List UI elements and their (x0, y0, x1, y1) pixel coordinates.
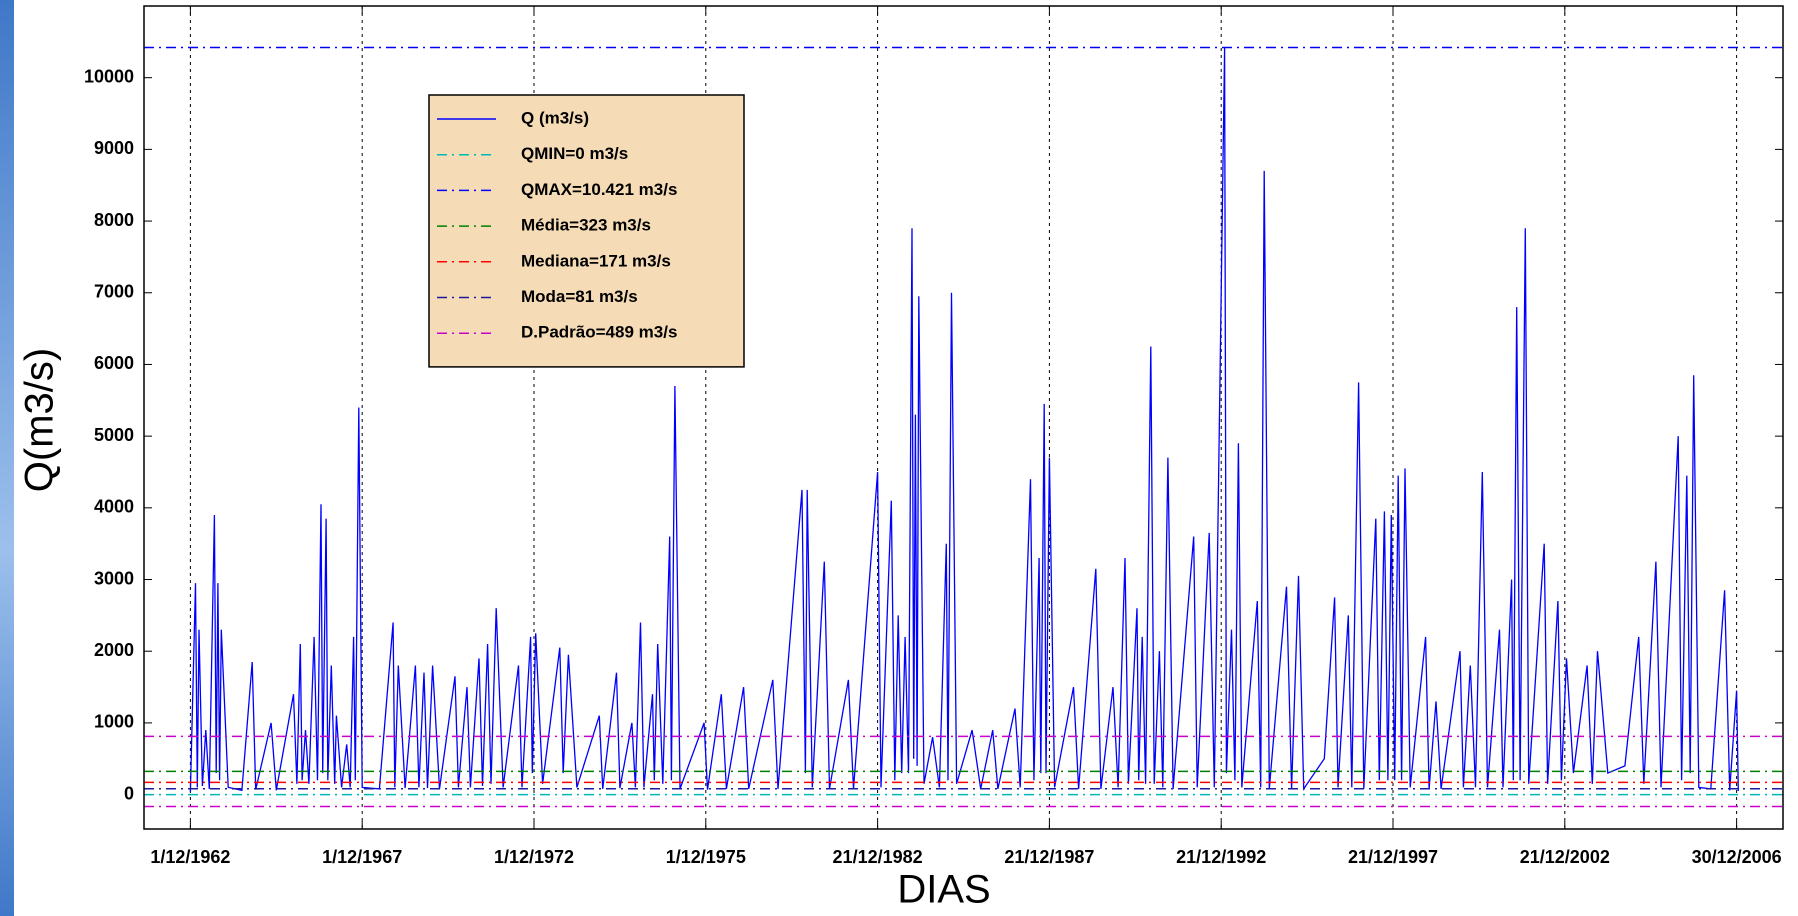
legend-box (428, 94, 745, 368)
x-tick-label: 21/12/1992 (1176, 847, 1266, 867)
legend-label: Q (m3/s) (521, 108, 589, 127)
x-tick-label: 21/12/1982 (833, 847, 923, 867)
y-tick-label: 7000 (94, 282, 134, 302)
legend-label: Média=323 m3/s (521, 216, 651, 235)
legend-label: Moda=81 m3/s (521, 287, 638, 306)
y-tick-label: 10000 (84, 66, 134, 86)
plot-frame (143, 5, 1784, 830)
y-tick-label: 3000 (94, 568, 134, 588)
legend-label: QMAX=10.421 m3/s (521, 180, 677, 199)
x-tick-label: 1/12/1975 (666, 847, 746, 867)
x-tick-label: 21/12/1997 (1348, 847, 1438, 867)
x-tick-label: 1/12/1962 (150, 847, 230, 867)
x-tick-label: 1/12/1972 (494, 847, 574, 867)
legend-label: QMIN=0 m3/s (521, 144, 628, 163)
y-tick-label: 0 (124, 783, 134, 803)
data-line (189, 47, 1739, 792)
x-tick-label: 21/12/2002 (1520, 847, 1610, 867)
decor-strip (0, 0, 14, 916)
y-tick-label: 1000 (94, 712, 134, 732)
legend-label: D.Padrão=489 m3/s (521, 323, 677, 342)
x-tick-label: 1/12/1967 (322, 847, 402, 867)
y-tick-label: 8000 (94, 210, 134, 230)
legend-label: Mediana=171 m3/s (521, 251, 671, 270)
y-tick-label: 6000 (94, 353, 134, 373)
plot-area (144, 6, 1783, 829)
x-tick-label: 21/12/1987 (1004, 847, 1094, 867)
x-tick-label: 30/12/2006 (1692, 847, 1782, 867)
y-tick-label: 5000 (94, 425, 134, 445)
x-axis-label: DIAS (897, 868, 990, 912)
y-tick-label: 4000 (94, 497, 134, 517)
y-axis-label: Q(m3/s) (18, 348, 62, 492)
y-tick-label: 2000 (94, 640, 134, 660)
y-tick-label: 9000 (94, 138, 134, 158)
